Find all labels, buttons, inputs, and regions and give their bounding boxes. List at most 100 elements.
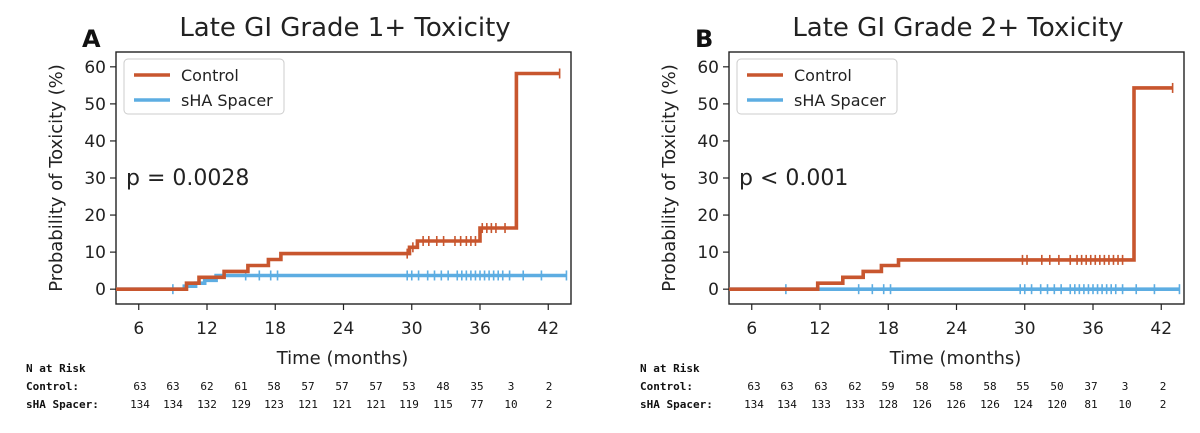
risk-row-label: sHA Spacer: xyxy=(26,398,99,411)
y-tick-label: 60 xyxy=(84,58,106,78)
x-tick-label: 6 xyxy=(746,319,757,339)
risk-cell: 61 xyxy=(234,380,247,393)
risk-cell: 53 xyxy=(402,380,415,393)
risk-cell: 129 xyxy=(231,398,251,411)
y-tick-label: 30 xyxy=(697,169,719,189)
risk-row-label: Control: xyxy=(640,380,693,393)
risk-row-label: sHA Spacer: xyxy=(640,398,713,411)
risk-cell: 126 xyxy=(912,398,932,411)
risk-cell: 48 xyxy=(436,380,449,393)
risk-cell: 3 xyxy=(508,380,515,393)
risk-table-header: N at Risk xyxy=(640,362,700,375)
risk-cell: 126 xyxy=(946,398,966,411)
risk-cell: 55 xyxy=(1016,380,1029,393)
x-tick-label: 36 xyxy=(1082,319,1104,339)
risk-cell: 132 xyxy=(197,398,217,411)
risk-cell: 124 xyxy=(1013,398,1033,411)
chart-title: Late GI Grade 1+ Toxicity xyxy=(179,13,510,43)
risk-cell: 57 xyxy=(335,380,348,393)
x-axis-label: Time (months) xyxy=(889,348,1022,369)
x-tick-label: 12 xyxy=(196,319,218,339)
legend-entry: Control xyxy=(181,66,239,85)
risk-cell: 63 xyxy=(166,380,179,393)
risk-cell: 57 xyxy=(301,380,314,393)
series-line-control xyxy=(116,71,560,292)
risk-cell: 134 xyxy=(744,398,764,411)
risk-cell: 123 xyxy=(264,398,284,411)
risk-cell: 121 xyxy=(298,398,318,411)
risk-cell: 35 xyxy=(470,380,483,393)
y-tick-label: 20 xyxy=(697,206,719,226)
y-tick-label: 40 xyxy=(697,132,719,152)
risk-cell: 121 xyxy=(366,398,386,411)
panel-label: B xyxy=(695,25,713,53)
y-tick-label: 20 xyxy=(84,206,106,226)
risk-cell: 58 xyxy=(949,380,962,393)
risk-cell: 2 xyxy=(1160,398,1167,411)
x-tick-label: 24 xyxy=(946,319,968,339)
y-axis-label: Probability of Toxicity (%) xyxy=(46,64,67,291)
risk-cell: 134 xyxy=(777,398,797,411)
x-tick-label: 42 xyxy=(537,319,559,339)
risk-cell: 2 xyxy=(546,398,553,411)
risk-cell: 134 xyxy=(130,398,150,411)
y-tick-label: 30 xyxy=(84,169,106,189)
risk-cell: 58 xyxy=(267,380,280,393)
legend-entry: Control xyxy=(794,66,852,85)
risk-cell: 134 xyxy=(163,398,183,411)
risk-cell: 121 xyxy=(332,398,352,411)
risk-cell: 58 xyxy=(983,380,996,393)
legend-entry: sHA Spacer xyxy=(181,91,273,110)
p-value-annotation: p = 0.0028 xyxy=(126,166,249,191)
risk-cell: 59 xyxy=(881,380,894,393)
risk-cell: 58 xyxy=(915,380,928,393)
legend-entry: sHA Spacer xyxy=(794,91,886,110)
y-tick-label: 50 xyxy=(697,95,719,115)
chart-title: Late GI Grade 2+ Toxicity xyxy=(792,13,1123,43)
y-tick-label: 10 xyxy=(84,243,106,263)
risk-cell: 3 xyxy=(1122,380,1129,393)
x-tick-label: 24 xyxy=(333,319,355,339)
risk-cell: 133 xyxy=(845,398,865,411)
risk-cell: 81 xyxy=(1084,398,1097,411)
risk-row-label: Control: xyxy=(26,380,79,393)
y-axis-label: Probability of Toxicity (%) xyxy=(659,64,680,291)
risk-cell: 37 xyxy=(1084,380,1097,393)
risk-table-header: N at Risk xyxy=(26,362,86,375)
x-axis-label: Time (months) xyxy=(276,348,409,369)
risk-cell: 126 xyxy=(980,398,1000,411)
risk-cell: 2 xyxy=(1160,380,1167,393)
risk-cell: 63 xyxy=(814,380,827,393)
risk-cell: 2 xyxy=(546,380,553,393)
y-tick-label: 50 xyxy=(84,95,106,115)
risk-cell: 133 xyxy=(811,398,831,411)
risk-cell: 10 xyxy=(1118,398,1131,411)
x-tick-label: 42 xyxy=(1150,319,1172,339)
risk-cell: 63 xyxy=(133,380,146,393)
x-tick-label: 18 xyxy=(264,319,286,339)
y-tick-label: 60 xyxy=(697,58,719,78)
risk-cell: 120 xyxy=(1047,398,1067,411)
risk-cell: 50 xyxy=(1050,380,1063,393)
risk-cell: 57 xyxy=(369,380,382,393)
risk-cell: 63 xyxy=(780,380,793,393)
risk-cell: 62 xyxy=(200,380,213,393)
y-tick-label: 10 xyxy=(697,243,719,263)
y-tick-label: 0 xyxy=(708,280,719,300)
risk-cell: 10 xyxy=(504,398,517,411)
x-tick-label: 36 xyxy=(469,319,491,339)
risk-cell: 63 xyxy=(747,380,760,393)
risk-cell: 77 xyxy=(470,398,483,411)
risk-cell: 119 xyxy=(399,398,419,411)
y-tick-label: 40 xyxy=(84,132,106,152)
p-value-annotation: p < 0.001 xyxy=(739,166,848,191)
x-tick-label: 12 xyxy=(809,319,831,339)
risk-cell: 128 xyxy=(878,398,898,411)
x-tick-label: 6 xyxy=(133,319,144,339)
x-tick-label: 30 xyxy=(401,319,423,339)
y-tick-label: 0 xyxy=(95,280,106,300)
panel-label: A xyxy=(82,25,101,53)
x-tick-label: 30 xyxy=(1014,319,1036,339)
x-tick-label: 18 xyxy=(877,319,899,339)
